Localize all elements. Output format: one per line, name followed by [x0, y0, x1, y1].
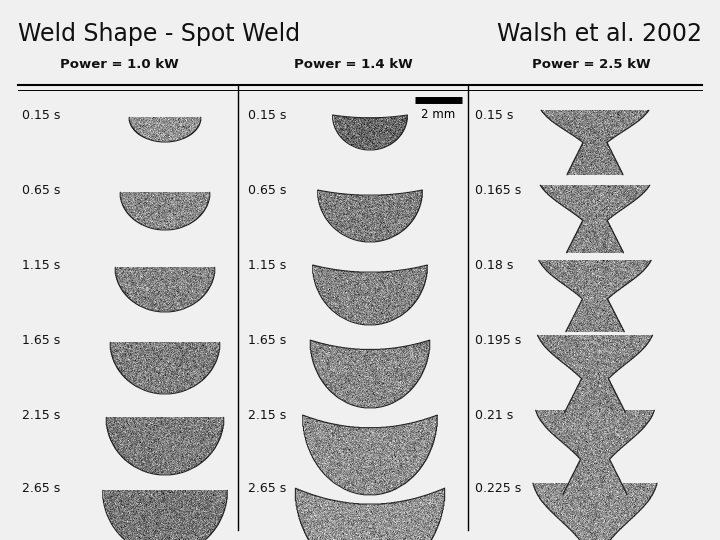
- Text: 0.15 s: 0.15 s: [22, 109, 60, 122]
- Text: 2.15 s: 2.15 s: [248, 409, 287, 422]
- Text: Power = 2.5 kW: Power = 2.5 kW: [531, 57, 650, 71]
- Text: Power = 1.4 kW: Power = 1.4 kW: [294, 57, 413, 71]
- Text: 2.65 s: 2.65 s: [22, 482, 60, 495]
- Text: 0.195 s: 0.195 s: [475, 334, 521, 347]
- Text: 0.65 s: 0.65 s: [22, 184, 60, 197]
- Text: Power = 1.0 kW: Power = 1.0 kW: [60, 57, 179, 71]
- Text: 0.165 s: 0.165 s: [475, 184, 521, 197]
- Text: 0.225 s: 0.225 s: [475, 482, 521, 495]
- Text: 2.65 s: 2.65 s: [248, 482, 287, 495]
- Text: 1.65 s: 1.65 s: [248, 334, 287, 347]
- Text: 2.15 s: 2.15 s: [22, 409, 60, 422]
- Text: 0.15 s: 0.15 s: [475, 109, 513, 122]
- Text: 0.21 s: 0.21 s: [475, 409, 513, 422]
- Text: 1.15 s: 1.15 s: [248, 259, 287, 272]
- Text: 2 mm: 2 mm: [421, 108, 456, 121]
- Text: Weld Shape - Spot Weld: Weld Shape - Spot Weld: [18, 22, 300, 46]
- Text: 1.65 s: 1.65 s: [22, 334, 60, 347]
- Text: 0.18 s: 0.18 s: [475, 259, 513, 272]
- Text: 0.65 s: 0.65 s: [248, 184, 287, 197]
- Text: Walsh et al. 2002: Walsh et al. 2002: [497, 22, 702, 46]
- Text: 1.15 s: 1.15 s: [22, 259, 60, 272]
- Text: 0.15 s: 0.15 s: [248, 109, 287, 122]
